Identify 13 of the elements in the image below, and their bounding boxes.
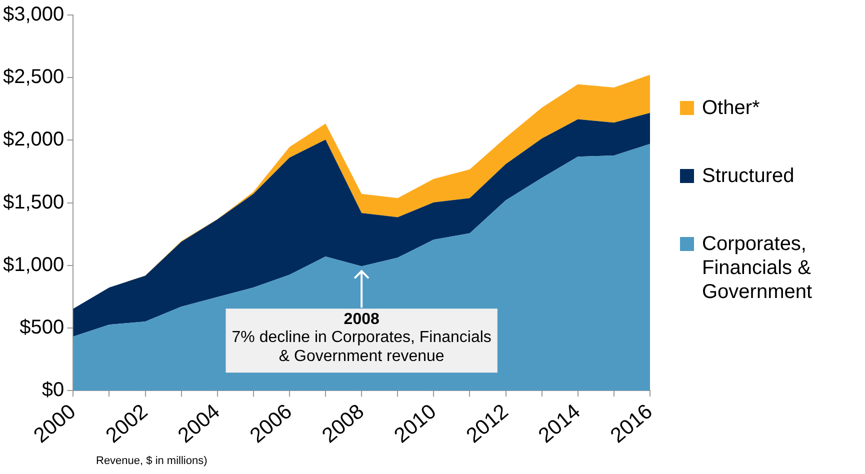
annotation: 7% decline in Corporates, Financials & Government revenue <box>232 329 492 366</box>
legend-label: Structured <box>702 164 794 188</box>
y-tick-label: $1,000 <box>3 254 64 276</box>
y-tick-label: $2,500 <box>3 66 64 88</box>
y-tick-label: $500 <box>20 316 64 339</box>
y-tick-label: $3,000 <box>3 4 64 26</box>
annotation: 2008 <box>344 311 380 328</box>
text: Revenue, $ in millions) <box>96 455 208 467</box>
legend-label: Other* <box>702 96 760 120</box>
legend-label: Corporates, Financials & Government <box>702 232 814 304</box>
y-tick-label: $2,000 <box>3 128 64 151</box>
y-tick-label: $1,500 <box>3 191 64 214</box>
y-tick-label: $0 <box>42 379 64 402</box>
